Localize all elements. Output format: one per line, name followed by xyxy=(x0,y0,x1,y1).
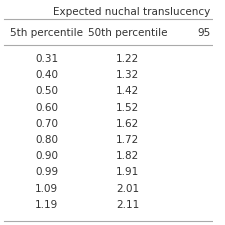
Text: 1.62: 1.62 xyxy=(116,119,139,129)
Text: 1.42: 1.42 xyxy=(116,86,139,96)
Text: 95: 95 xyxy=(198,28,211,38)
Text: 1.52: 1.52 xyxy=(116,103,139,112)
Text: 0.90: 0.90 xyxy=(35,151,58,161)
Text: 0.99: 0.99 xyxy=(35,167,58,177)
Text: 0.70: 0.70 xyxy=(35,119,58,129)
Text: 0.80: 0.80 xyxy=(35,135,58,145)
Text: 1.82: 1.82 xyxy=(116,151,139,161)
Text: 0.50: 0.50 xyxy=(35,86,58,96)
Text: 1.91: 1.91 xyxy=(116,167,139,177)
Text: 5th percentile: 5th percentile xyxy=(10,28,83,38)
Text: 1.09: 1.09 xyxy=(35,184,58,194)
Text: Expected nuchal translucency: Expected nuchal translucency xyxy=(53,7,210,17)
Text: 1.19: 1.19 xyxy=(35,200,58,210)
Text: 1.22: 1.22 xyxy=(116,54,139,64)
Text: 1.32: 1.32 xyxy=(116,70,139,80)
Text: 50th percentile: 50th percentile xyxy=(88,28,167,38)
Text: 0.60: 0.60 xyxy=(35,103,58,112)
Text: 2.01: 2.01 xyxy=(116,184,139,194)
Text: 0.40: 0.40 xyxy=(35,70,58,80)
Text: 2.11: 2.11 xyxy=(116,200,139,210)
Text: 1.72: 1.72 xyxy=(116,135,139,145)
Text: 0.31: 0.31 xyxy=(35,54,58,64)
